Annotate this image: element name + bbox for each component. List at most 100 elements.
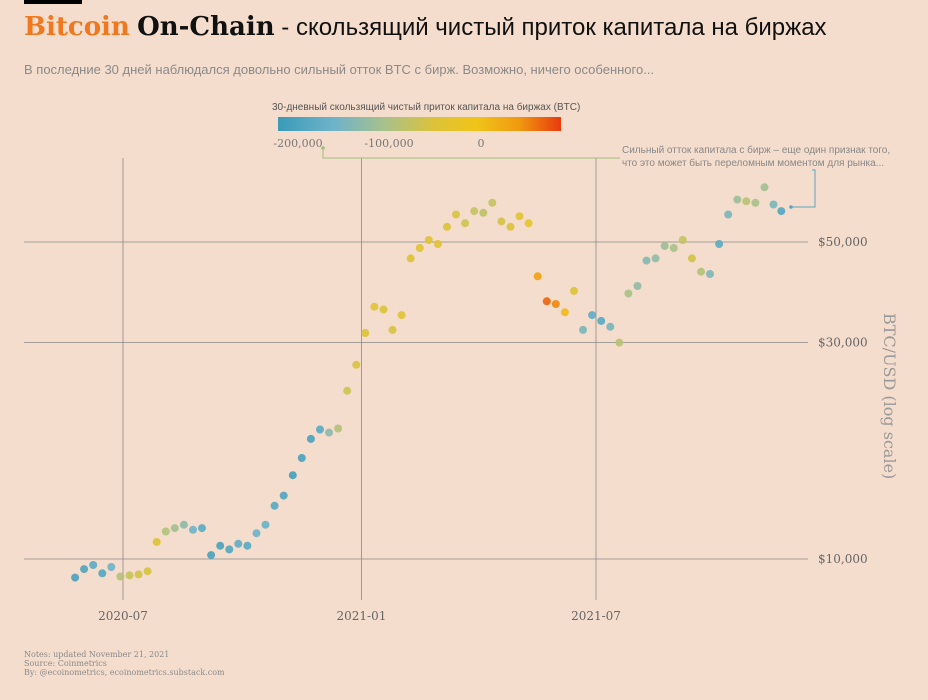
data-point-38 xyxy=(415,244,424,252)
data-point-33 xyxy=(370,302,379,311)
data-point-11 xyxy=(170,524,179,533)
data-point-2 xyxy=(89,561,98,569)
data-point-57 xyxy=(588,311,597,320)
data-point-43 xyxy=(461,219,470,228)
data-point-24 xyxy=(288,471,297,480)
annotation-connector-right xyxy=(792,169,816,208)
annotation-text: Сильный отток капитала с бирж – еще один… xyxy=(622,144,890,170)
notes-line-1: Notes: updated November 21, 2021 xyxy=(24,650,170,659)
data-point-76 xyxy=(760,183,769,192)
data-point-49 xyxy=(515,212,524,221)
data-point-59 xyxy=(606,322,615,331)
legend-title: 30-дневный скользящий чистый приток капи… xyxy=(272,102,581,113)
data-point-25 xyxy=(297,454,306,462)
data-point-46 xyxy=(488,198,497,207)
data-point-40 xyxy=(433,240,442,248)
data-point-28 xyxy=(325,428,333,437)
legend-color-bar xyxy=(278,117,561,131)
data-point-6 xyxy=(125,571,134,580)
data-point-77 xyxy=(769,200,778,209)
x-tick-label-0: 2020-07 xyxy=(98,609,148,623)
data-point-72 xyxy=(724,210,733,219)
data-point-34 xyxy=(379,305,388,314)
x-tick-label-2: 2021-07 xyxy=(571,609,621,623)
data-point-36 xyxy=(397,311,406,320)
data-point-21 xyxy=(261,520,270,529)
y-tick-label-0: $10,000 xyxy=(818,552,868,566)
data-point-61 xyxy=(624,289,633,298)
chart-subtitle: В последние 30 дней наблюдался довольно … xyxy=(24,62,655,77)
data-point-74 xyxy=(742,197,751,206)
data-point-51 xyxy=(533,272,542,281)
data-point-55 xyxy=(570,286,578,295)
data-point-56 xyxy=(579,325,587,334)
annotation-line-1: Сильный отток капитала с бирж – еще один… xyxy=(622,145,891,156)
page-title: Bitcoin On-Chain - скользящий чистый при… xyxy=(24,10,827,44)
data-point-14 xyxy=(198,524,206,533)
data-point-9 xyxy=(152,538,161,546)
data-point-39 xyxy=(424,236,433,244)
data-point-3 xyxy=(98,569,107,578)
data-point-0 xyxy=(71,573,80,582)
annotation-line-2: что это может быть переломным моментом д… xyxy=(622,158,885,169)
data-point-68 xyxy=(687,254,696,263)
data-point-71 xyxy=(715,240,724,248)
data-point-75 xyxy=(751,198,760,207)
annotation-dot-right xyxy=(789,205,793,209)
data-point-60 xyxy=(615,338,624,347)
data-point-4 xyxy=(107,563,116,571)
data-point-64 xyxy=(651,254,660,263)
data-point-41 xyxy=(443,222,451,231)
data-point-17 xyxy=(225,545,234,554)
data-point-35 xyxy=(388,325,397,334)
notes-line-2: Source: Coinmetrics xyxy=(24,659,107,668)
legend-tick-neg100k: -100,000 xyxy=(364,137,414,150)
y-axis-label: BTC/USD (log scale) xyxy=(880,313,899,480)
data-point-37 xyxy=(406,254,415,263)
data-point-19 xyxy=(243,541,252,550)
data-point-8 xyxy=(143,567,152,576)
data-point-7 xyxy=(134,570,143,579)
data-point-27 xyxy=(316,425,324,434)
data-point-70 xyxy=(706,270,714,278)
data-point-69 xyxy=(697,267,705,276)
data-point-78 xyxy=(777,207,786,216)
y-tick-label-2: $50,000 xyxy=(818,235,868,249)
data-point-30 xyxy=(343,386,352,395)
data-point-23 xyxy=(279,491,288,500)
legend-tick-zero: 0 xyxy=(477,137,485,150)
data-point-13 xyxy=(189,525,197,534)
data-point-20 xyxy=(252,529,261,538)
data-point-10 xyxy=(161,527,170,536)
x-tick-label-1: 2021-01 xyxy=(337,609,387,623)
title-brand: Bitcoin xyxy=(24,12,130,42)
data-point-29 xyxy=(334,424,343,433)
data-point-5 xyxy=(116,572,125,581)
legend-tick-neg200k: -200,000 xyxy=(273,137,323,150)
data-point-50 xyxy=(524,219,533,228)
title-brand-2: On-Chain xyxy=(137,12,275,42)
data-point-66 xyxy=(669,244,678,252)
data-point-32 xyxy=(361,329,370,337)
data-point-15 xyxy=(207,551,216,560)
data-point-54 xyxy=(560,308,569,317)
data-point-73 xyxy=(733,195,742,204)
notes-line-3: By: @ecoinometrics, ecoinometrics.substa… xyxy=(24,668,225,677)
data-point-31 xyxy=(352,360,361,369)
data-point-65 xyxy=(660,242,669,250)
title-rest: - скользящий чистый приток капитала на б… xyxy=(274,14,827,41)
data-point-16 xyxy=(216,541,225,550)
data-point-44 xyxy=(470,207,479,216)
data-point-58 xyxy=(597,316,606,325)
title-accent-bar xyxy=(24,0,82,4)
data-point-12 xyxy=(179,520,188,529)
chart-notes: Notes: updated November 21, 2021 Source:… xyxy=(24,650,225,677)
data-point-52 xyxy=(542,297,551,306)
data-point-45 xyxy=(479,208,488,217)
data-point-18 xyxy=(234,539,243,548)
data-point-22 xyxy=(270,501,279,510)
data-point-47 xyxy=(497,217,506,226)
data-point-42 xyxy=(452,210,460,219)
annotation-connector-left xyxy=(322,148,620,159)
